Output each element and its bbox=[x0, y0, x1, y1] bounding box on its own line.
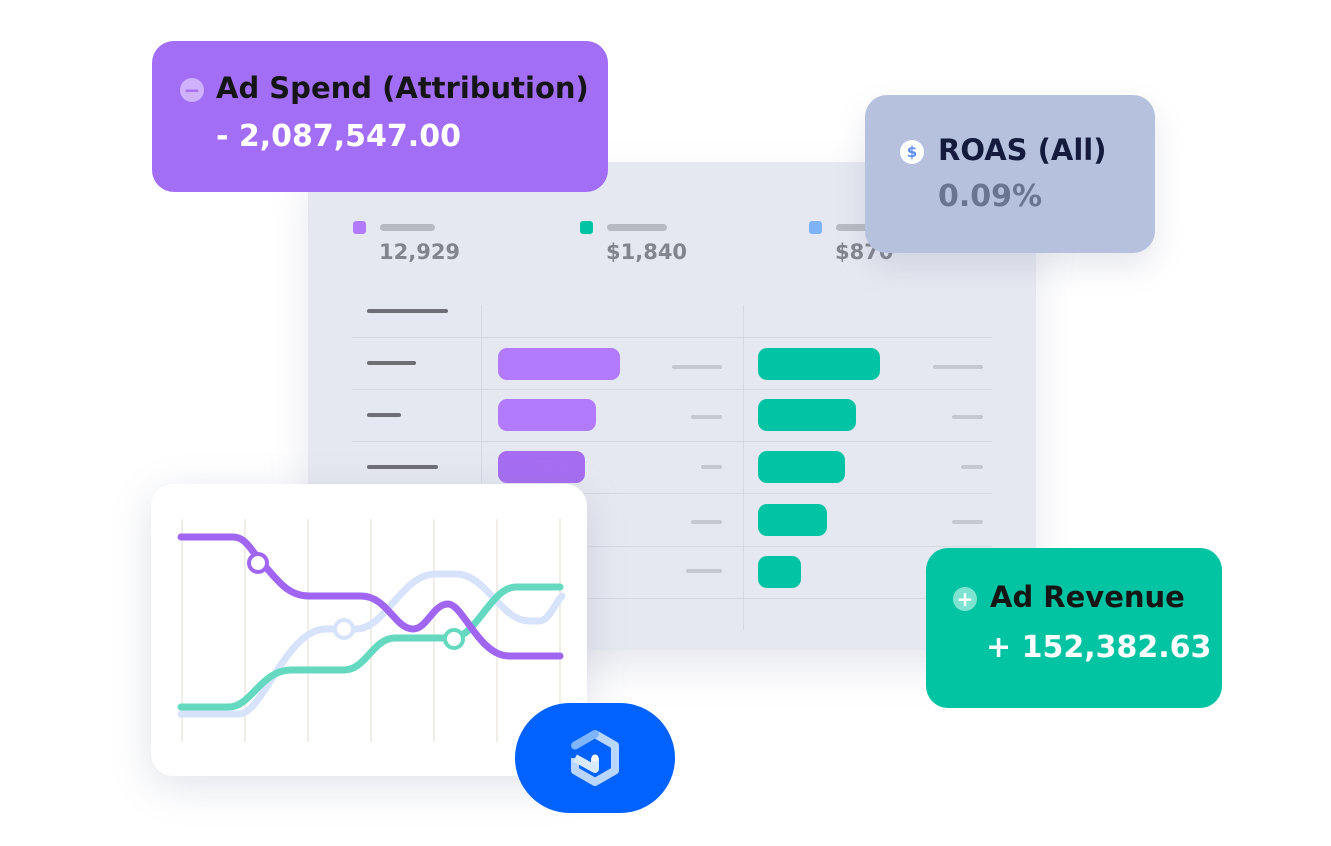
table-bar-purple bbox=[498, 348, 620, 380]
chart-series-light-blue bbox=[177, 570, 566, 718]
chart-point-marker bbox=[333, 618, 355, 640]
cell-placeholder bbox=[952, 520, 983, 524]
ad-spend-value: - 2,087,547.00 bbox=[216, 119, 461, 154]
table-bar-green bbox=[758, 348, 880, 380]
ad-spend-title: Ad Spend (Attribution) bbox=[216, 71, 589, 105]
table-bar-green bbox=[758, 556, 801, 588]
row-label-placeholder bbox=[367, 465, 438, 469]
table-header-placeholder bbox=[367, 309, 448, 313]
row-divider bbox=[352, 337, 992, 338]
dollar-circle-icon: $ bbox=[900, 140, 924, 164]
cell-placeholder bbox=[961, 465, 983, 469]
plus-circle-icon: + bbox=[953, 587, 977, 611]
brand-logo-icon bbox=[571, 730, 619, 786]
cell-placeholder bbox=[933, 365, 983, 369]
cell-placeholder bbox=[686, 569, 722, 573]
line-chart bbox=[177, 519, 566, 742]
chart-point-marker bbox=[247, 552, 269, 574]
row-divider bbox=[352, 389, 992, 390]
cell-placeholder bbox=[952, 415, 983, 419]
column-divider bbox=[481, 305, 482, 630]
cell-placeholder bbox=[691, 415, 722, 419]
legend-label-placeholder bbox=[607, 224, 667, 231]
ad-revenue-value: + 152,382.63 bbox=[986, 630, 1212, 665]
table-bar-green bbox=[758, 504, 827, 536]
minus-circle-icon: − bbox=[180, 78, 204, 102]
cell-placeholder bbox=[672, 365, 722, 369]
roas-title: ROAS (All) bbox=[938, 133, 1107, 167]
legend-value-1: 12,929 bbox=[379, 240, 461, 264]
cell-placeholder bbox=[701, 465, 722, 469]
chart-gridlines bbox=[181, 519, 561, 742]
cell-placeholder bbox=[691, 520, 722, 524]
ad-revenue-title: Ad Revenue bbox=[990, 580, 1185, 614]
table-bar-green bbox=[758, 451, 845, 483]
chart-point-marker bbox=[443, 628, 465, 650]
table-bar-purple bbox=[498, 399, 596, 431]
table-bar-green bbox=[758, 399, 856, 431]
roas-card: $ ROAS (All) 0.09% bbox=[865, 95, 1155, 253]
row-label-placeholder bbox=[367, 413, 401, 417]
legend-swatch-purple bbox=[353, 221, 366, 234]
legend-swatch-blue bbox=[809, 221, 822, 234]
row-label-placeholder bbox=[367, 361, 416, 365]
brand-logo-button bbox=[515, 703, 675, 813]
ad-spend-card: − Ad Spend (Attribution) - 2,087,547.00 bbox=[152, 41, 608, 192]
legend-value-2: $1,840 bbox=[606, 240, 688, 264]
row-divider bbox=[352, 441, 992, 442]
row-divider bbox=[352, 546, 992, 547]
line-chart-card bbox=[151, 484, 587, 776]
row-divider bbox=[352, 493, 992, 494]
legend-label-placeholder bbox=[380, 224, 435, 231]
roas-value: 0.09% bbox=[938, 179, 1043, 214]
chart-series-teal bbox=[177, 583, 564, 711]
legend-label-placeholder bbox=[836, 224, 876, 231]
column-divider bbox=[743, 305, 744, 630]
ad-revenue-card: + Ad Revenue + 152,382.63 bbox=[926, 548, 1222, 708]
row-divider bbox=[352, 598, 992, 599]
legend-swatch-green bbox=[580, 221, 593, 234]
table-bar-purple bbox=[498, 451, 585, 483]
